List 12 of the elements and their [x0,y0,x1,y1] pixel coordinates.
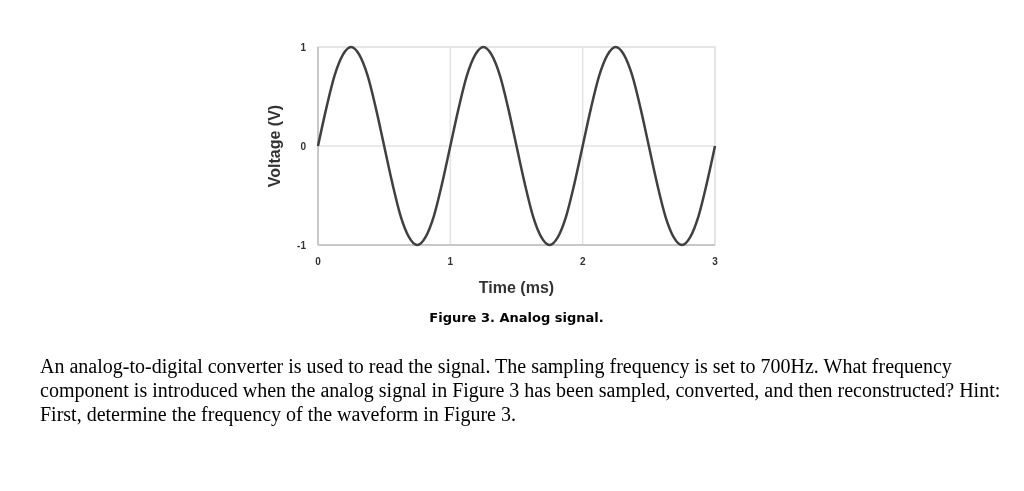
x-axis-title: Time (ms) [478,279,555,296]
x-tick-label: 3 [712,256,719,267]
text: Figure 3. Analog signal. [429,310,604,325]
y-tick-label: 1 [300,42,307,53]
x-tick-label: 1 [447,256,454,267]
y-axis-title: Voltage (V) [266,104,283,188]
x-tick-label: 0 [315,256,322,267]
text: An analog-to-digital converter is used to read the signal. The sampling frequency is set to 700Hz. What frequency component is introduced when the analog signal in Figure 3 has been sampled, converted, and then reconstructed? Hint: First, determine the frequency of the waveform in Figure 3. [40,355,1001,426]
x-tick-label: 2 [579,256,586,267]
y-tick-label: 0 [300,141,307,152]
line-series [316,45,717,247]
y-tick-label: -1 [297,240,307,251]
